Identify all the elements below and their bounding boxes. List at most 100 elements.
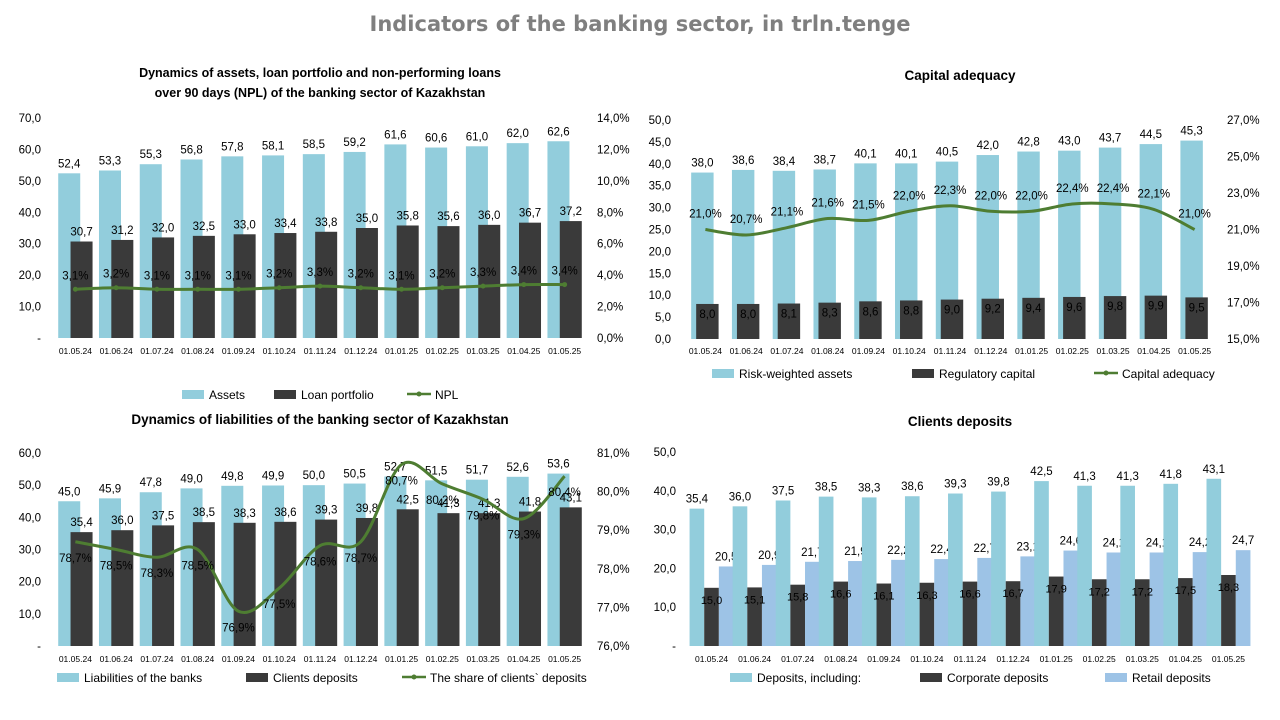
line-data-label: 3,2% xyxy=(266,269,292,281)
y-left-tick-label: 20,0 xyxy=(649,246,671,258)
y-right-tick-label: 23,0% xyxy=(1227,188,1260,200)
bar-corporate-deposits xyxy=(1134,579,1150,646)
data-label: 8,8 xyxy=(903,305,919,317)
data-label: 37,5 xyxy=(772,486,794,498)
bar-loan-portfolio xyxy=(396,225,419,338)
y-left-tick-label: 45,0 xyxy=(649,137,671,149)
bar-deposits xyxy=(861,497,877,646)
bar-retail-deposits xyxy=(805,561,820,646)
data-label: 40,1 xyxy=(895,148,917,160)
line-series xyxy=(75,460,566,615)
data-label: 32,5 xyxy=(193,221,215,233)
y-right-tick-label: 25,0% xyxy=(1227,152,1260,164)
line-data-label: 22,0% xyxy=(1015,190,1048,202)
data-label: 35,4 xyxy=(70,517,93,529)
bar-loan-portfolio xyxy=(437,226,460,338)
data-label: 35,8 xyxy=(397,210,419,222)
y-right-tick-label: 12,0% xyxy=(597,144,630,156)
legend-swatch xyxy=(57,673,79,682)
line-data-label: 3,3% xyxy=(470,267,496,279)
line-data-label: 21,6% xyxy=(811,198,844,210)
bar-retail-deposits xyxy=(1235,550,1251,646)
data-label: 45,3 xyxy=(1180,126,1202,138)
y-left-tick-label: 20,0 xyxy=(19,270,41,282)
chart-capital-adequacy-svg: Capital adequacy 0,0 5,0 10,0 15,0 20,0 25,0 30… xyxy=(649,68,1260,381)
x-tick-label: 01.07.24 xyxy=(770,346,803,356)
y-left-tick-label: - xyxy=(37,333,41,345)
bar-retail-deposits xyxy=(718,566,734,646)
x-tick-label: 01.06.24 xyxy=(738,654,771,664)
bar-deposits xyxy=(1034,481,1049,646)
x-tick-label: 01.05.24 xyxy=(59,346,92,356)
data-label: 20,9 xyxy=(758,550,780,562)
x-tick-label: 01.03.25 xyxy=(1097,346,1130,356)
y-left-tick-label: 40,0 xyxy=(649,159,671,171)
bar-retail-deposits xyxy=(848,561,863,646)
data-label: 16,3 xyxy=(916,590,937,602)
bar-risk-weighted-assets xyxy=(1098,147,1122,339)
bar-regulatory-capital xyxy=(1063,296,1086,339)
data-label: 24,7 xyxy=(1232,535,1254,547)
y-left-tick-label: 40,0 xyxy=(654,486,676,498)
line-data-label: 3,2% xyxy=(429,269,455,281)
legend-label: Liabilities of the banks xyxy=(84,671,202,685)
line-data-label: 22,4% xyxy=(1097,183,1130,195)
bar-corporate-deposits xyxy=(833,581,849,646)
data-label: 16,6 xyxy=(830,589,851,601)
data-label: 38,5 xyxy=(815,482,837,494)
line-data-label: 21,5% xyxy=(852,199,885,211)
y-left-tick-label: 50,0 xyxy=(19,480,41,492)
chart-capital-adequacy: Capital adequacy 0,0 5,0 10,0 15,0 20,0 25,0 30… xyxy=(640,60,1280,415)
x-tick-label: 01.06.24 xyxy=(100,654,133,664)
line-data-label: 3,3% xyxy=(307,267,333,279)
legend-label: Regulatory capital xyxy=(939,367,1035,381)
data-label: 38,3 xyxy=(858,482,880,494)
chart-title-line: Dynamics of liabilities of the banking s… xyxy=(131,412,508,427)
y-right-tick-label: 4,0% xyxy=(597,270,623,282)
data-label: 39,8 xyxy=(356,503,378,515)
data-label: 44,5 xyxy=(1140,129,1162,141)
x-tick-label: 01.09.24 xyxy=(222,346,255,356)
bar-retail-deposits xyxy=(977,557,992,646)
line-data-label: 76,9% xyxy=(222,622,255,634)
y-left-tick-label: 10,0 xyxy=(649,290,671,302)
x-tick-label: 01.09.24 xyxy=(852,346,885,356)
data-label: 22,7 xyxy=(973,543,995,555)
x-tick-label: 01.05.25 xyxy=(1178,346,1211,356)
line-point xyxy=(154,286,160,292)
legend-swatch xyxy=(1105,673,1127,682)
data-label: 8,3 xyxy=(822,308,838,320)
x-tick-label: 01.05.25 xyxy=(1212,654,1245,664)
x-tick-label: 01.08.24 xyxy=(181,346,214,356)
bar-clients-deposits xyxy=(437,513,460,646)
y-left-tick-label: 60,0 xyxy=(19,144,41,156)
data-label: 55,3 xyxy=(140,149,162,161)
y-right-tick-label: 17,0% xyxy=(1227,298,1260,310)
x-tick-label: 01.04.25 xyxy=(507,346,540,356)
line-data-label: 3,2% xyxy=(103,269,129,281)
bar-retail-deposits xyxy=(1106,552,1122,646)
chart-title-line: Capital adequacy xyxy=(904,68,1016,83)
data-label: 45,0 xyxy=(58,486,80,498)
x-tick-label: 01.07.24 xyxy=(781,654,814,664)
data-label: 61,0 xyxy=(466,131,488,143)
chart-assets-loans-npl: Dynamics of assets, loan portfolio and n… xyxy=(0,60,640,415)
bar-risk-weighted-assets xyxy=(1058,150,1081,339)
x-tick-label: 01.10.24 xyxy=(263,654,296,664)
bar-clients-deposits xyxy=(315,519,338,646)
y-right-tick-label: 21,0% xyxy=(1227,225,1260,237)
data-label: 38,5 xyxy=(193,507,215,519)
data-label: 51,7 xyxy=(466,465,488,477)
x-tick-label: 01.03.25 xyxy=(467,654,500,664)
line-data-label: 78,6% xyxy=(304,557,337,569)
data-label: 21,7 xyxy=(801,547,823,559)
bar-risk-weighted-assets xyxy=(813,169,836,339)
y-left-tick-label: - xyxy=(37,641,41,653)
bar-risk-weighted-assets xyxy=(854,163,877,339)
bar-corporate-deposits xyxy=(1048,576,1064,646)
y-left-tick-label: 10,0 xyxy=(654,602,676,614)
data-label: 33,4 xyxy=(274,218,297,230)
y-right-tick-label: 78,0% xyxy=(597,564,630,576)
bar-regulatory-capital xyxy=(1185,297,1208,339)
data-label: 39,3 xyxy=(944,479,966,491)
